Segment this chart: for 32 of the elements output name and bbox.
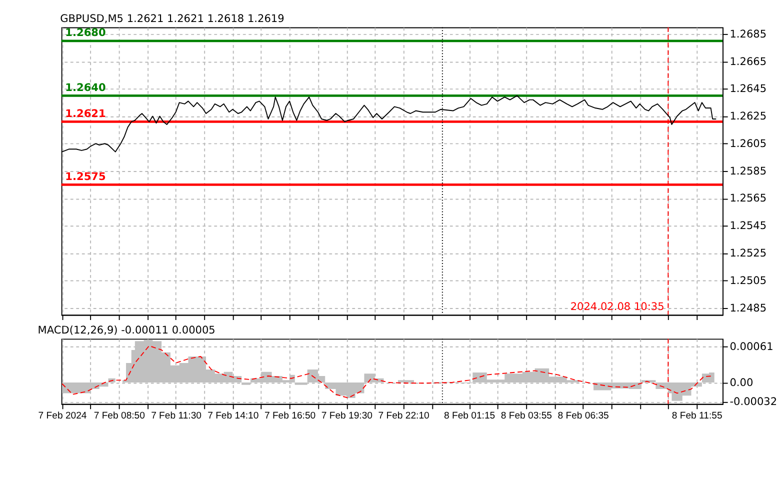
ref-line-label: 1.2575: [65, 170, 106, 183]
x-tick-label: 7 Feb 22:10: [378, 410, 430, 422]
y-tick-label: 1.2545: [730, 220, 767, 232]
y-tick-label: 0.00: [730, 376, 754, 389]
ref-line-label: 1.2640: [65, 82, 106, 94]
chart-title: MACD(12,26,9) -0.00011 0.00005: [38, 324, 216, 336]
chart-title: GBPUSD,M5 1.2621 1.2621 1.2618 1.2619: [60, 12, 284, 25]
x-tick-label: 8 Feb 03:55: [500, 410, 552, 422]
y-tick-label: 1.2505: [730, 274, 767, 287]
x-tick-label: 7 Feb 19:30: [321, 410, 372, 422]
x-tick-label: 7 Feb 11:30: [151, 410, 202, 422]
y-tick-label: 1.2565: [730, 192, 767, 205]
y-tick-label: 1.2485: [730, 302, 767, 314]
x-tick-label: 8 Feb 11:55: [672, 410, 722, 422]
y-tick-label: 0.00061: [730, 340, 774, 353]
y-tick-label: 1.2665: [730, 56, 767, 68]
ref-line-label: 1.2680: [65, 27, 106, 40]
y-tick-label: 1.2525: [730, 247, 767, 260]
y-tick-label: 1.2625: [730, 110, 767, 123]
y-tick-label: 1.2685: [730, 28, 767, 40]
x-tick-label: 8 Feb 01:15: [444, 410, 496, 422]
y-tick-label: 1.2645: [730, 83, 767, 96]
y-tick-label: 1.2605: [730, 138, 767, 150]
x-tick-label: 7 Feb 08:50: [94, 410, 145, 422]
x-tick-label: 7 Feb 16:50: [264, 410, 316, 422]
y-tick-label: -0.00032: [730, 396, 778, 408]
x-tick-label: 7 Feb 2024: [38, 410, 88, 422]
ref-line-label: 1.2621: [65, 108, 106, 120]
y-tick-label: 1.2585: [730, 165, 767, 178]
x-tick-label: 7 Feb 14:10: [208, 410, 259, 422]
x-tick-label: 8 Feb 06:35: [558, 410, 609, 422]
ref-line-label: 2024.02.08 10:35: [570, 300, 664, 313]
